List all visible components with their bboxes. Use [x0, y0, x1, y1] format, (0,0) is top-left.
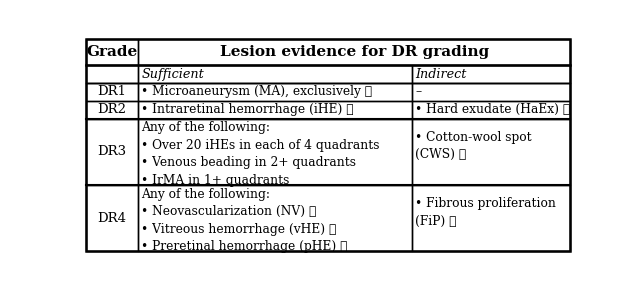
- Bar: [86, 101, 138, 118]
- Bar: [138, 39, 570, 65]
- Bar: [138, 65, 412, 83]
- Text: DR1: DR1: [97, 85, 127, 98]
- Bar: [412, 185, 570, 251]
- Bar: [412, 83, 570, 101]
- Bar: [138, 101, 412, 118]
- Bar: [138, 185, 412, 251]
- Bar: [412, 101, 570, 118]
- Text: DR4: DR4: [97, 212, 127, 225]
- Bar: [86, 185, 138, 251]
- Text: –: –: [415, 85, 421, 98]
- Text: Lesion evidence for DR grading: Lesion evidence for DR grading: [220, 45, 489, 59]
- Bar: [86, 39, 138, 65]
- Bar: [412, 65, 570, 83]
- Bar: [138, 118, 412, 185]
- Bar: [138, 83, 412, 101]
- Text: DR2: DR2: [97, 103, 127, 116]
- Bar: [86, 118, 138, 185]
- Bar: [86, 65, 138, 83]
- Text: Any of the following:
• Over 20 iHEs in each of 4 quadrants
• Venous beading in : Any of the following: • Over 20 iHEs in …: [141, 121, 380, 187]
- Text: • Intraretinal hemorrhage (iHE) ✓: • Intraretinal hemorrhage (iHE) ✓: [141, 103, 354, 116]
- Text: • Fibrous proliferation
(FiP) ✓: • Fibrous proliferation (FiP) ✓: [415, 197, 556, 228]
- Text: Any of the following:
• Neovascularization (NV) ✓
• Vitreous hemorrhage (vHE) ✓
: Any of the following: • Neovascularizati…: [141, 188, 348, 253]
- Text: • Microaneurysm (MA), exclusively ✓: • Microaneurysm (MA), exclusively ✓: [141, 85, 372, 98]
- Text: • Hard exudate (HaEx) ✓: • Hard exudate (HaEx) ✓: [415, 103, 570, 116]
- Text: • Cotton-wool spot
(CWS) ✓: • Cotton-wool spot (CWS) ✓: [415, 131, 532, 162]
- Text: Sufficient: Sufficient: [141, 68, 204, 81]
- Text: Grade: Grade: [86, 45, 138, 59]
- Text: Indirect: Indirect: [415, 68, 467, 81]
- Bar: [412, 118, 570, 185]
- Bar: [86, 83, 138, 101]
- Text: DR3: DR3: [97, 145, 127, 158]
